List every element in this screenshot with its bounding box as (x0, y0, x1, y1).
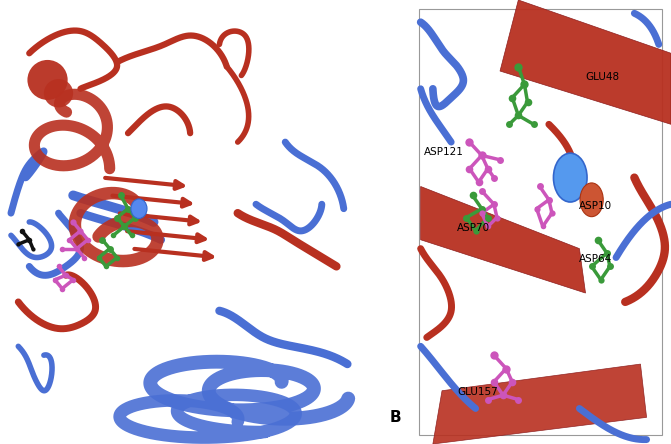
Circle shape (580, 183, 603, 217)
Text: ASP70: ASP70 (458, 223, 491, 233)
Circle shape (131, 199, 147, 218)
Text: GLU48: GLU48 (586, 72, 619, 82)
Text: ASP64: ASP64 (580, 254, 613, 264)
Text: B: B (390, 410, 402, 425)
Ellipse shape (28, 60, 68, 100)
FancyBboxPatch shape (419, 9, 662, 435)
Text: GLU157: GLU157 (458, 387, 498, 397)
Circle shape (554, 153, 587, 202)
Polygon shape (421, 186, 586, 293)
Polygon shape (500, 0, 671, 124)
Polygon shape (433, 364, 647, 444)
Ellipse shape (44, 79, 73, 107)
Text: ASP121: ASP121 (423, 147, 464, 158)
Text: ASP10: ASP10 (580, 201, 613, 211)
